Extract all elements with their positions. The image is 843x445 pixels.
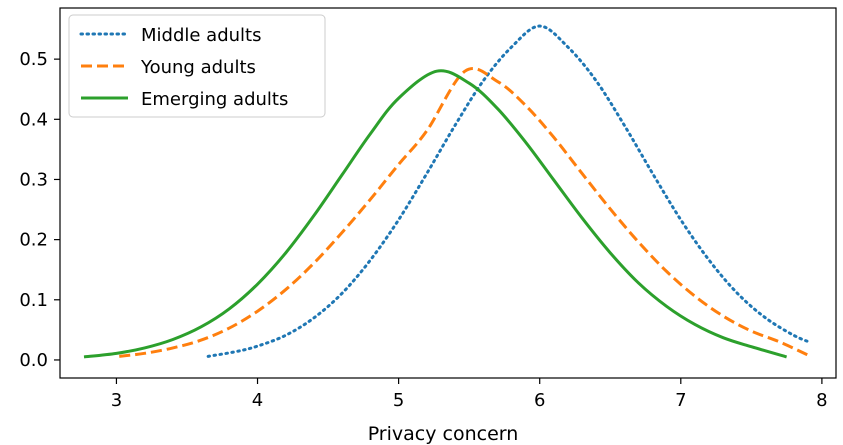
legend: Middle adults Young adults Emerging adul…	[68, 14, 326, 118]
x-tick-label: 7	[675, 390, 686, 411]
x-tick-label: 5	[393, 390, 404, 411]
curves-layer	[83, 24, 813, 359]
legend-label-young-adults: Young adults	[140, 57, 256, 78]
x-tick-label: 4	[252, 390, 263, 411]
x-axis: 3 4 5 6 7 8	[111, 378, 828, 411]
y-tick-label: 0.4	[19, 109, 48, 130]
y-tick-label: 0.0	[19, 350, 48, 371]
series-line-middle-adults	[206, 24, 813, 358]
legend-label-emerging-adults: Emerging adults	[141, 89, 288, 110]
plot-frame	[59, 7, 837, 379]
x-tick-label: 3	[111, 390, 122, 411]
legend-box	[68, 14, 326, 118]
x-tick-label: 8	[816, 390, 827, 411]
y-tick-label: 0.1	[19, 290, 48, 311]
y-tick-label: 0.5	[19, 49, 48, 70]
x-tick-label: 6	[534, 390, 545, 411]
y-tick-label: 0.3	[19, 169, 48, 190]
x-axis-label: Privacy concern	[368, 423, 519, 445]
y-tick-label: 0.2	[19, 230, 48, 251]
legend-label-middle-adults: Middle adults	[141, 25, 261, 46]
series-line-emerging-adults	[83, 69, 788, 359]
y-axis: 0.0 0.1 0.2 0.3 0.4 0.5	[19, 49, 60, 371]
series-line-young-adults	[119, 67, 812, 358]
